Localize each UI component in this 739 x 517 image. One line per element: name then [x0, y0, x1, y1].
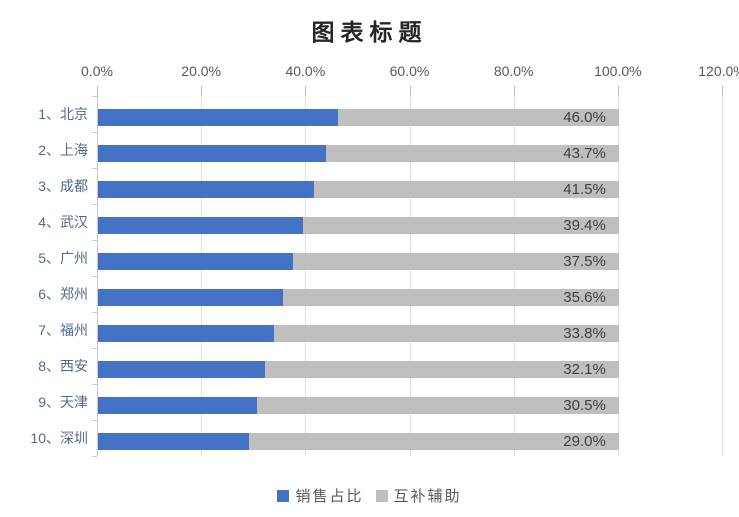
bar-aux[interactable]: 39.4%: [303, 217, 619, 234]
bar-row: 33.8%: [98, 325, 619, 342]
x-axis-tick: [409, 86, 411, 96]
legend-item-aux[interactable]: 互补辅助: [375, 485, 462, 506]
bar-aux[interactable]: 29.0%: [249, 433, 619, 450]
bar-sales[interactable]: [98, 397, 257, 414]
gridline: [409, 96, 411, 456]
category-label: 6、郑州: [38, 286, 88, 302]
bar-data-label: 29.0%: [563, 433, 606, 450]
chart-title: 图表标题: [311, 19, 428, 45]
bar-sales[interactable]: [98, 109, 338, 126]
bar-aux[interactable]: 35.6%: [283, 289, 619, 306]
category-axis-tick: [92, 312, 97, 313]
bar-aux[interactable]: 46.0%: [337, 109, 619, 126]
bar-data-label: 46.0%: [563, 109, 606, 126]
bar-data-label: 32.1%: [563, 361, 606, 378]
x-axis-label: 120.0%: [698, 63, 739, 79]
x-axis-label: 0.0%: [81, 63, 113, 79]
bar-data-label: 43.7%: [563, 145, 606, 162]
bar-sales[interactable]: [98, 181, 315, 198]
gridline: [201, 96, 203, 456]
bar-sales[interactable]: [98, 433, 250, 450]
x-axis-label: 20.0%: [181, 63, 221, 79]
gridline: [722, 96, 724, 456]
x-axis-tick: [305, 86, 307, 96]
bar-data-label: 30.5%: [563, 397, 606, 414]
category-label: 5、广州: [38, 250, 88, 266]
bar-aux[interactable]: 37.5%: [293, 253, 619, 270]
bar-row: 29.0%: [98, 433, 619, 450]
x-axis-label: 100.0%: [594, 63, 642, 79]
category-axis-tick: [92, 168, 97, 169]
bar-sales[interactable]: [98, 253, 294, 270]
bar-data-label: 33.8%: [563, 325, 606, 342]
category-axis-line: [97, 96, 98, 456]
legend: 销售占比 互补辅助: [0, 485, 739, 506]
bar-aux[interactable]: 32.1%: [265, 361, 619, 378]
bar-row: 37.5%: [98, 253, 619, 270]
category-label: 8、西安: [38, 358, 88, 374]
x-axis-label: 80.0%: [493, 63, 534, 79]
category-label: 2、上海: [38, 142, 88, 158]
category-label: 10、深圳: [30, 430, 88, 446]
category-label: 1、北京: [38, 106, 88, 122]
gridline: [513, 96, 515, 456]
category-axis-tick: [92, 384, 97, 385]
bar-aux[interactable]: 30.5%: [256, 397, 619, 414]
bar-row: 35.6%: [98, 289, 619, 306]
x-axis-tick: [201, 86, 203, 96]
category-axis-tick: [92, 132, 97, 133]
bar-row: 39.4%: [98, 217, 619, 234]
bar-sales[interactable]: [98, 145, 326, 162]
bar-row: 32.1%: [98, 361, 619, 378]
category-axis-tick: [92, 96, 97, 97]
gridline: [305, 96, 307, 456]
category-axis-tick: [92, 204, 97, 205]
bar-aux[interactable]: 33.8%: [274, 325, 619, 342]
legend-swatch-sales: [277, 489, 290, 502]
legend-swatch-aux: [375, 489, 388, 502]
category-axis-tick: [92, 276, 97, 277]
x-axis-tick: [97, 86, 98, 96]
bar-aux[interactable]: 41.5%: [314, 181, 619, 198]
category-label: 9、天津: [38, 394, 88, 410]
bar-sales[interactable]: [98, 289, 284, 306]
gridline: [617, 96, 619, 456]
category-axis-tick: [92, 420, 97, 421]
legend-label-aux: 互补辅助: [393, 488, 462, 505]
x-axis-tick: [617, 86, 619, 96]
legend-item-sales[interactable]: 销售占比: [277, 485, 363, 506]
bar-data-label: 41.5%: [563, 181, 606, 198]
category-axis-tick: [92, 456, 97, 457]
bar-sales[interactable]: [98, 325, 275, 342]
bar-data-label: 35.6%: [563, 289, 606, 306]
bar-row: 30.5%: [98, 397, 619, 414]
bar-data-label: 37.5%: [563, 253, 606, 270]
bar-row: 46.0%: [98, 109, 619, 126]
category-label: 4、武汉: [38, 214, 88, 230]
category-label: 7、福州: [38, 322, 88, 338]
bar-sales[interactable]: [98, 217, 304, 234]
bar-row: 41.5%: [98, 181, 619, 198]
legend-label-sales: 销售占比: [295, 488, 364, 505]
bar-row: 43.7%: [98, 145, 619, 162]
x-axis-label: 60.0%: [389, 63, 430, 79]
x-axis-tick: [513, 86, 515, 96]
bar-aux[interactable]: 43.7%: [325, 145, 619, 162]
x-axis-tick: [722, 86, 724, 96]
x-axis-label: 40.0%: [285, 63, 326, 79]
bar-data-label: 39.4%: [563, 217, 606, 234]
category-axis-tick: [92, 240, 97, 241]
bar-sales[interactable]: [98, 361, 266, 378]
category-label: 3、成都: [38, 178, 88, 194]
category-axis-tick: [92, 348, 97, 349]
